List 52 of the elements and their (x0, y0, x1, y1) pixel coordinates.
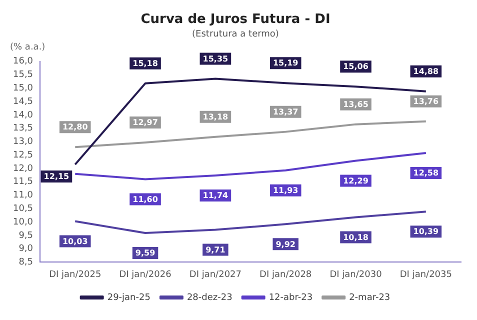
legend-label: 2-mar-23 (349, 292, 390, 303)
y-tick-label: 14,5 (12, 96, 34, 107)
data-label: 9,59 (135, 248, 156, 258)
data-label: 12,97 (132, 118, 158, 128)
y-tick-label: 15,0 (12, 84, 34, 94)
data-label: 11,93 (272, 186, 298, 195)
x-tick-label: DI jan/2028 (260, 270, 312, 280)
data-label: 13,76 (413, 96, 439, 106)
data-label: 13,37 (272, 107, 298, 116)
data-label: 12,58 (413, 168, 439, 178)
data-label: 11,60 (132, 194, 158, 204)
data-label: 15,06 (343, 62, 369, 72)
chart-subtitle: (Estrutura a termo) (192, 29, 279, 40)
data-label: 9,71 (206, 245, 226, 254)
x-tick-label: DI jan/2035 (400, 270, 452, 280)
y-tick-label: 12,5 (12, 150, 34, 160)
data-label: 10,03 (62, 236, 88, 246)
legend-label: 28-dez-23 (186, 292, 232, 303)
data-label: 13,18 (202, 112, 229, 122)
x-tick-label: DI jan/2027 (189, 270, 242, 280)
y-tick-label: 8,5 (18, 258, 34, 268)
y-tick-label: 10,5 (12, 204, 34, 214)
y-tick-label: 10,0 (12, 217, 34, 228)
y-axis-title: (% a.a.) (10, 42, 46, 53)
data-label: 15,18 (132, 58, 158, 68)
legend-label: 12-abr-23 (268, 292, 313, 303)
data-label: 12,29 (343, 176, 369, 186)
y-tick-label: 12,0 (12, 164, 34, 174)
chart-title: Curva de Juros Futura - DI (140, 12, 330, 28)
data-label: 9,92 (276, 240, 296, 249)
y-tick-label: 14,0 (12, 110, 34, 120)
x-tick-label: DI jan/2030 (330, 270, 382, 280)
data-label: 14,88 (413, 66, 439, 76)
data-label: 12,15 (44, 172, 70, 182)
y-tick-label: 11,5 (12, 177, 34, 188)
legend-label: 29-jan-25 (107, 292, 150, 303)
y-tick-label: 9,0 (18, 244, 34, 254)
data-label: 12,80 (62, 122, 88, 132)
y-tick-label: 16,0 (12, 56, 34, 67)
data-label: 13,65 (343, 100, 369, 109)
data-label: 10,18 (343, 232, 369, 242)
data-label: 15,35 (202, 54, 229, 64)
y-tick-label: 13,0 (12, 137, 34, 148)
y-tick-label: 9,5 (18, 230, 34, 241)
x-tick-label: DI jan/2025 (49, 270, 102, 280)
data-label: 11,74 (202, 191, 229, 200)
y-tick-label: 11,0 (12, 190, 34, 201)
data-label: 10,39 (413, 227, 439, 236)
data-label: 15,19 (272, 58, 299, 68)
y-tick-label: 15,5 (12, 70, 34, 80)
x-tick-label: DI jan/2026 (119, 270, 172, 280)
y-tick-label: 13,5 (12, 124, 34, 134)
